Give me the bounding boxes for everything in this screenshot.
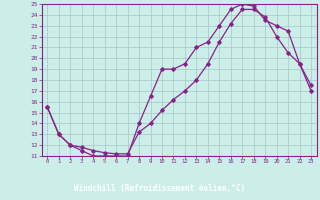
Text: Windchill (Refroidissement éolien,°C): Windchill (Refroidissement éolien,°C)	[75, 184, 245, 193]
